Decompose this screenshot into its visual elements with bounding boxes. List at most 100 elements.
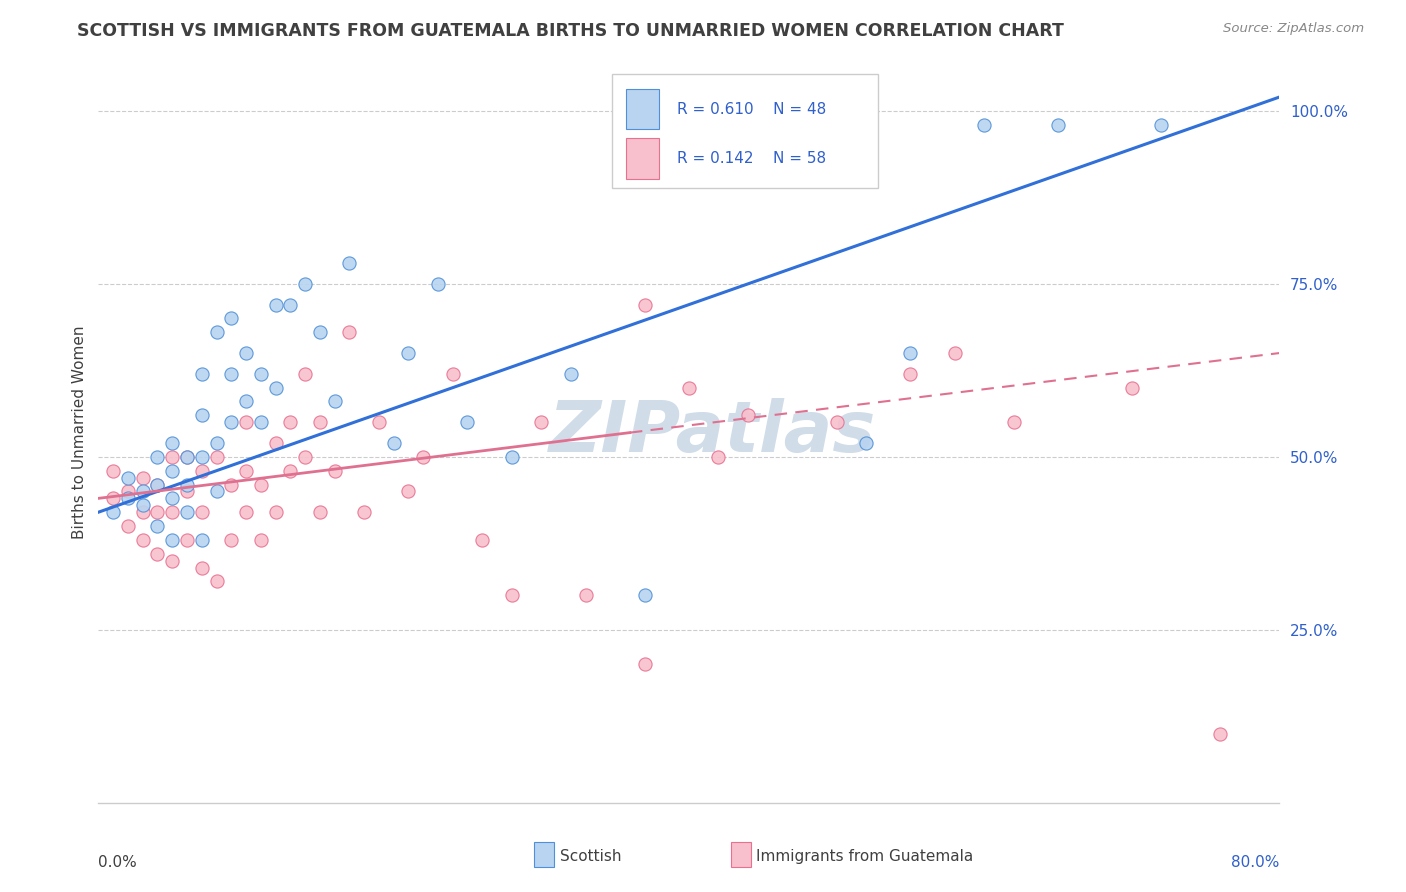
Point <box>294 450 316 464</box>
FancyBboxPatch shape <box>626 88 659 129</box>
Point <box>205 450 228 464</box>
Point <box>205 484 228 499</box>
Point <box>103 491 125 506</box>
Point <box>353 505 375 519</box>
Point <box>634 297 657 311</box>
Point <box>323 394 346 409</box>
Point <box>855 436 877 450</box>
Text: R = 0.142    N = 58: R = 0.142 N = 58 <box>678 151 827 166</box>
Point <box>501 450 523 464</box>
Point <box>103 505 125 519</box>
Point <box>162 533 183 547</box>
Point <box>1046 118 1070 132</box>
Point <box>294 367 316 381</box>
Point <box>146 505 169 519</box>
Text: Immigrants from Guatemala: Immigrants from Guatemala <box>756 849 974 863</box>
Point <box>398 484 420 499</box>
Point <box>205 326 228 340</box>
Point <box>250 367 273 381</box>
Point <box>634 588 657 602</box>
Point <box>221 367 243 381</box>
Point <box>176 505 198 519</box>
Text: ZIPatlas: ZIPatlas <box>548 398 876 467</box>
Point <box>132 533 155 547</box>
Point <box>146 450 169 464</box>
Point <box>176 450 198 464</box>
Point <box>162 436 183 450</box>
Point <box>117 491 139 506</box>
Point <box>309 505 332 519</box>
Point <box>132 470 155 484</box>
Text: 0.0%: 0.0% <box>98 855 138 870</box>
Point <box>221 477 243 491</box>
Point <box>162 464 183 478</box>
Text: 80.0%: 80.0% <box>1232 855 1279 870</box>
Point <box>176 533 198 547</box>
Text: SCOTTISH VS IMMIGRANTS FROM GUATEMALA BIRTHS TO UNMARRIED WOMEN CORRELATION CHAR: SCOTTISH VS IMMIGRANTS FROM GUATEMALA BI… <box>77 22 1064 40</box>
Y-axis label: Births to Unmarried Women: Births to Unmarried Women <box>72 326 87 540</box>
Point <box>900 346 922 360</box>
Text: R = 0.610    N = 48: R = 0.610 N = 48 <box>678 102 827 117</box>
Point <box>280 464 302 478</box>
Point <box>1209 726 1232 740</box>
Point <box>825 415 848 429</box>
Point <box>707 450 730 464</box>
Point <box>323 464 346 478</box>
Point <box>235 415 257 429</box>
Point <box>973 118 995 132</box>
Point <box>678 381 700 395</box>
Point <box>264 381 287 395</box>
Point <box>146 547 169 561</box>
Point <box>1002 415 1025 429</box>
Point <box>132 505 155 519</box>
Point <box>235 464 257 478</box>
Point <box>146 477 169 491</box>
Point <box>103 464 125 478</box>
Point <box>235 346 257 360</box>
Point <box>117 484 139 499</box>
Point <box>176 477 198 491</box>
Point <box>250 415 273 429</box>
Point <box>117 470 139 484</box>
Point <box>162 450 183 464</box>
FancyBboxPatch shape <box>612 73 877 188</box>
Point <box>205 436 228 450</box>
Point <box>162 491 183 506</box>
Point <box>191 409 214 423</box>
Point <box>501 588 523 602</box>
Point <box>457 415 479 429</box>
Point <box>221 415 243 429</box>
Point <box>634 657 657 672</box>
Point <box>191 450 214 464</box>
Point <box>1150 118 1173 132</box>
Point <box>398 346 420 360</box>
Point <box>221 311 243 326</box>
Point <box>264 436 287 450</box>
Point <box>176 484 198 499</box>
Point <box>132 498 155 512</box>
Point <box>117 519 139 533</box>
Point <box>191 367 214 381</box>
Point <box>427 277 450 291</box>
Point <box>530 415 553 429</box>
Text: Scottish: Scottish <box>560 849 621 863</box>
Point <box>191 464 214 478</box>
Point <box>250 533 273 547</box>
Point <box>250 477 273 491</box>
Point <box>221 533 243 547</box>
Point <box>132 484 155 499</box>
Point <box>146 477 169 491</box>
Point <box>235 505 257 519</box>
Point <box>162 505 183 519</box>
Point <box>235 394 257 409</box>
Point <box>309 415 332 429</box>
Point <box>1121 381 1143 395</box>
Point <box>382 436 405 450</box>
Text: Source: ZipAtlas.com: Source: ZipAtlas.com <box>1223 22 1364 36</box>
Point <box>191 560 214 574</box>
Point <box>737 409 759 423</box>
Point <box>191 533 214 547</box>
Point <box>943 346 966 360</box>
Point <box>339 326 361 340</box>
Point <box>162 554 183 568</box>
